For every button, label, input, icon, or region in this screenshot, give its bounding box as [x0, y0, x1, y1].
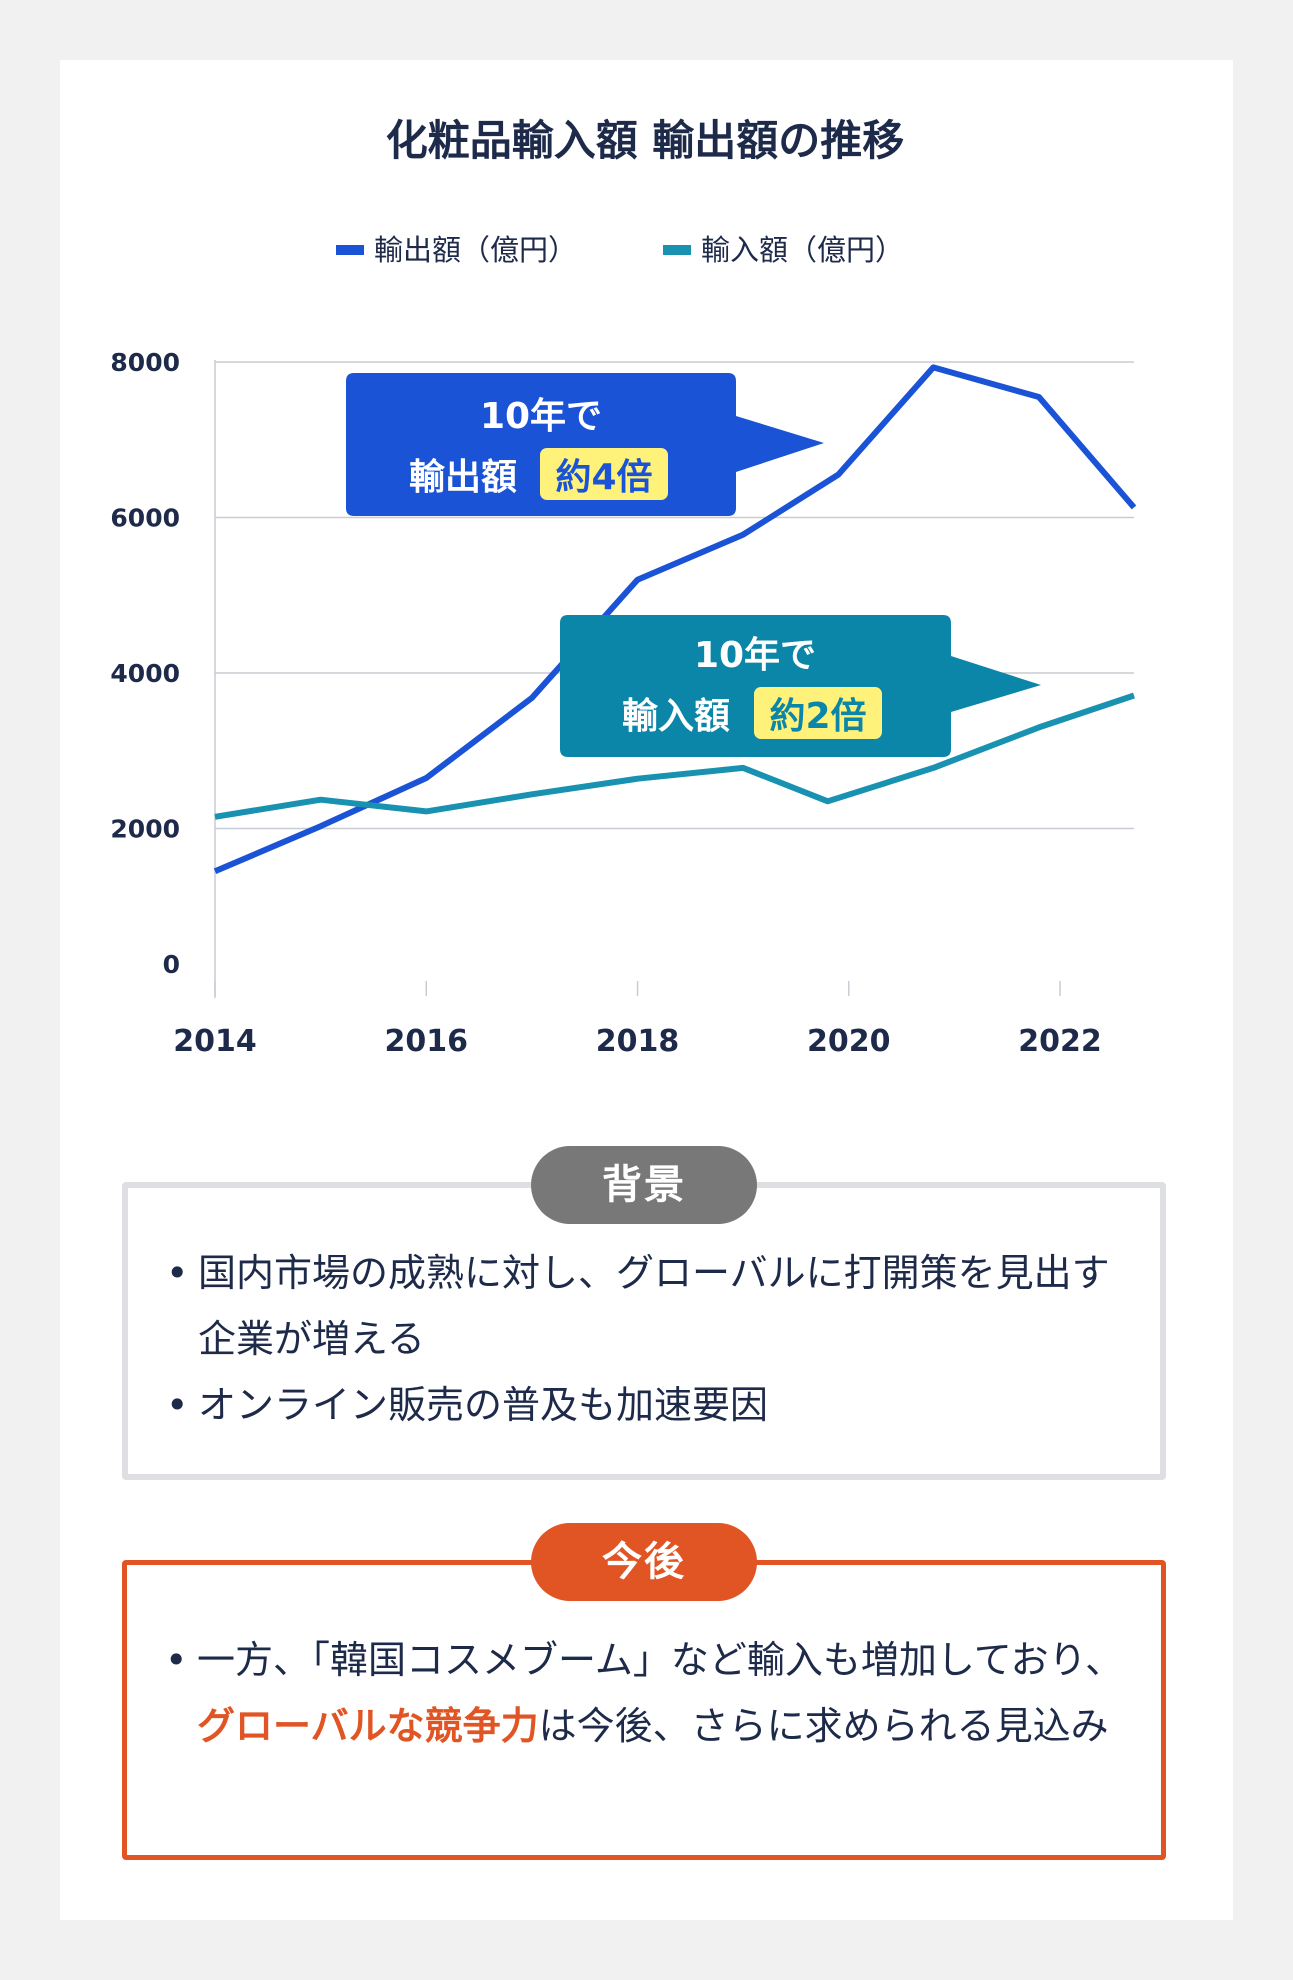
outlook-tag: 今後 [531, 1523, 757, 1601]
y-tick-label: 4000 [110, 659, 180, 688]
bullet-dot: • [165, 1638, 188, 1682]
callout-import-highlight-box [754, 687, 882, 739]
legend: 輸出額（億円） 輸入額（億円） [336, 233, 904, 267]
callout-import-line2: 輸入額 [622, 696, 730, 737]
x-tick-label: 2022 [1018, 1024, 1102, 1059]
series-lines [213, 364, 1137, 875]
legend-swatch-import [663, 245, 691, 255]
background-item: • オンライン販売の普及も加速要因 [166, 1372, 1140, 1438]
outlook-emphasis: グローバルな競争力 [197, 1704, 539, 1748]
background-item-text: 国内市場の成熟に対し、グローバルに打開策を見出す企業が増える [198, 1251, 1110, 1361]
x-axis-ticks: 2014 2016 2018 2020 2022 [173, 981, 1102, 1059]
y-tick-label: 8000 [110, 348, 180, 377]
legend-label-export: 輸出額（億円） [374, 233, 577, 267]
legend-label-import: 輸入額（億円） [701, 233, 904, 267]
outlook-list: • 一方、「韓国コスメブーム」など輸入も増加しており、グローバルな競争力は今後、… [165, 1627, 1141, 1759]
x-tick-label: 2018 [596, 1024, 680, 1059]
background-list: • 国内市場の成熟に対し、グローバルに打開策を見出す企業が増える • オンライン… [166, 1240, 1140, 1438]
callout-export-bubble [346, 373, 824, 516]
callout-export: 10年で 輸出額 約4倍 [346, 373, 824, 516]
series-line-export [213, 364, 1137, 875]
x-tick-label: 2014 [173, 1024, 257, 1059]
x-tick-label: 2020 [807, 1024, 891, 1059]
background-item: • 国内市場の成熟に対し、グローバルに打開策を見出す企業が増える [166, 1240, 1140, 1372]
y-tick-label: 0 [163, 950, 180, 979]
outlook-item-text: 一方、「韓国コスメブーム」など輸入も増加しており、 [197, 1638, 1124, 1682]
callout-export-highlight: 約4倍 [555, 457, 652, 498]
outlook-panel: 今後 • 一方、「韓国コスメブーム」など輸入も増加しており、グローバルな競争力は… [122, 1523, 1166, 1860]
callout-import-bubble [560, 615, 1041, 757]
callout-export-line2: 輸出額 [409, 457, 517, 498]
outlook-item-rest: は今後、さらに求められる見込み [538, 1704, 1109, 1748]
background-item-text: オンライン販売の普及も加速要因 [198, 1383, 769, 1427]
series-line-import [214, 692, 1135, 820]
x-tick-label: 2016 [385, 1024, 469, 1059]
y-axis-ticks: 0 2000 4000 6000 8000 [110, 348, 180, 979]
callout-import-line1: 10年で [694, 635, 816, 676]
callout-import: 10年で 輸入額 約2倍 [560, 615, 1041, 757]
callout-export-line1: 10年で [480, 396, 602, 437]
outlook-item: • 一方、「韓国コスメブーム」など輸入も増加しており、グローバルな競争力は今後、… [165, 1627, 1141, 1759]
background-panel: 背景 • 国内市場の成熟に対し、グローバルに打開策を見出す企業が増える • オン… [122, 1146, 1166, 1480]
bullet-dot: • [166, 1251, 189, 1295]
callout-export-highlight-box [540, 448, 668, 500]
y-tick-label: 2000 [110, 815, 180, 844]
line-chart: 化粧品輸入額 輸出額の推移 輸出額（億円） 輸入額（億円） 0 2000 4000 6… [110, 116, 1137, 1059]
chart-title: 化粧品輸入額 輸出額の推移 [386, 116, 905, 165]
bullet-dot: • [166, 1383, 189, 1427]
infographic-card: 化粧品輸入額 輸出額の推移 輸出額（億円） 輸入額（億円） 0 2000 4000 6… [60, 60, 1233, 1920]
background-tag: 背景 [531, 1146, 757, 1224]
legend-swatch-export [336, 245, 364, 255]
y-tick-label: 6000 [110, 504, 180, 533]
callout-import-highlight: 約2倍 [769, 696, 866, 737]
